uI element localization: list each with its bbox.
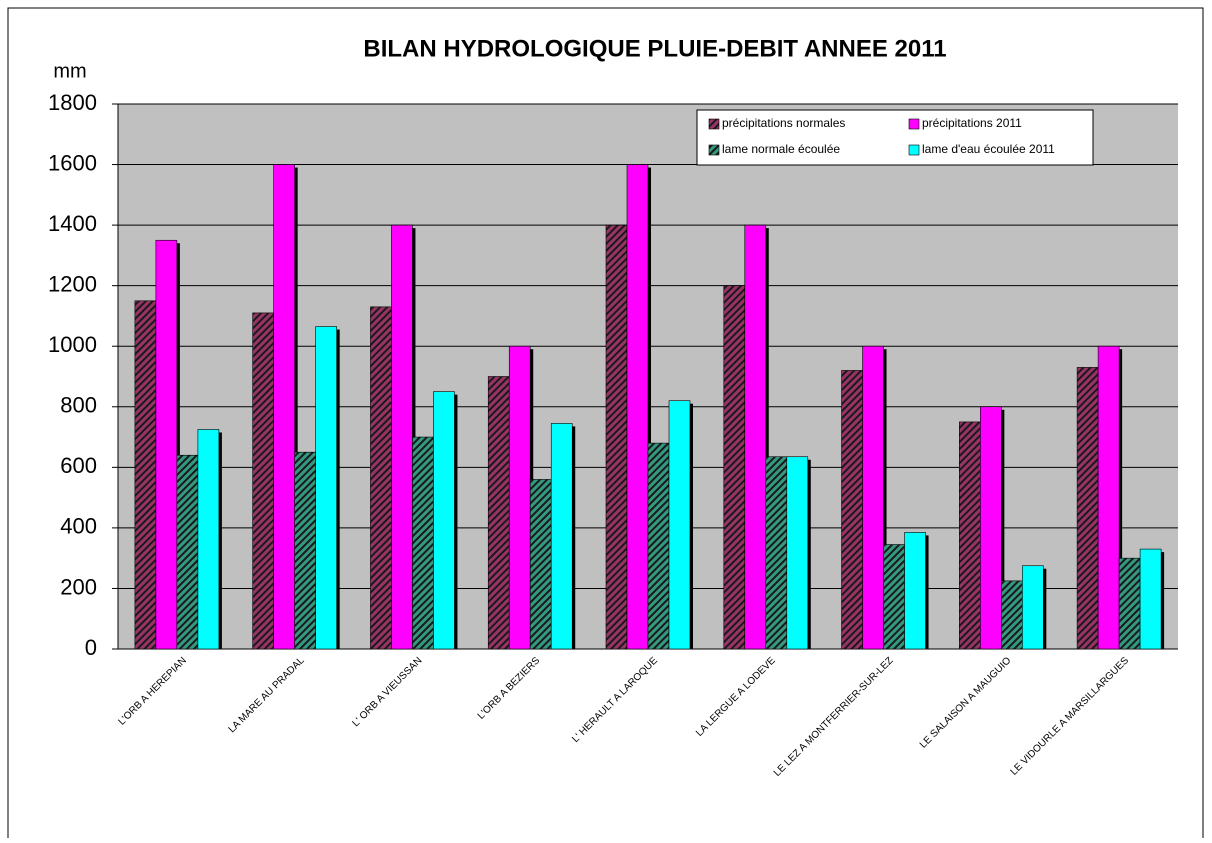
legend-swatch bbox=[708, 118, 720, 130]
frame bbox=[7, 7, 1204, 843]
y-tick-label: 600 bbox=[60, 453, 97, 478]
legend-swatch bbox=[708, 144, 720, 156]
chart-title: BILAN HYDROLOGIQUE PLUIE-DEBIT ANNEE 201… bbox=[363, 35, 946, 62]
bar bbox=[134, 300, 157, 650]
bar bbox=[1022, 565, 1044, 650]
bar bbox=[315, 326, 337, 650]
bar bbox=[723, 285, 746, 650]
y-tick-label: 1400 bbox=[48, 211, 97, 236]
bar bbox=[155, 239, 178, 650]
x-tick-label: L'ORB A HEREPIAN bbox=[116, 655, 188, 727]
legend-label: précipitations normales bbox=[722, 116, 845, 130]
y-tick-label: 800 bbox=[60, 393, 97, 418]
legend-label: précipitations 2011 bbox=[922, 116, 1022, 130]
y-tick-label: 1600 bbox=[48, 150, 97, 175]
bar bbox=[197, 429, 220, 650]
bar bbox=[412, 436, 434, 650]
x-tick-label: L'ORB A BEZIERS bbox=[476, 655, 543, 722]
bar bbox=[765, 456, 788, 650]
y-tick-label: 400 bbox=[60, 514, 97, 539]
x-tick-label: LE LEZ A MONTFERRIER-SUR-LEZ bbox=[772, 655, 896, 779]
bar bbox=[668, 400, 691, 650]
bar bbox=[959, 421, 981, 650]
y-tick-label: 1000 bbox=[48, 332, 97, 357]
x-tick-label: LE VIDOURLE A MARSILLARGUES bbox=[1009, 655, 1132, 778]
x-tick-label: LA LERGUE A LODEVE bbox=[694, 655, 778, 739]
x-tick-label: LA MARE AU PRADAL bbox=[227, 655, 307, 735]
legend-label: lame d'eau écoulée 2011 bbox=[922, 142, 1055, 156]
bar bbox=[1097, 345, 1120, 650]
bar bbox=[626, 164, 649, 650]
y-tick-label: 200 bbox=[60, 574, 97, 599]
x-tick-label: L' HERAULT A LAROQUE bbox=[570, 655, 660, 745]
bar bbox=[904, 532, 926, 650]
bar bbox=[252, 312, 274, 650]
x-tick-label: LE SALAISON A MAUGUIO bbox=[918, 655, 1014, 751]
bar bbox=[391, 224, 413, 650]
bar bbox=[273, 164, 295, 650]
y-axis-label: mm bbox=[53, 60, 86, 82]
bar bbox=[550, 423, 573, 650]
bar bbox=[294, 451, 316, 650]
x-tick-label: L' ORB A VIEUSSAN bbox=[350, 655, 424, 729]
bar bbox=[883, 544, 905, 650]
bar bbox=[841, 370, 863, 650]
bar bbox=[176, 454, 199, 650]
legend-swatch bbox=[908, 118, 920, 130]
bar bbox=[1118, 557, 1141, 650]
bar bbox=[1139, 548, 1162, 650]
legend-label: lame normale écoulée bbox=[722, 142, 840, 156]
bar bbox=[370, 306, 392, 650]
bar bbox=[529, 479, 552, 650]
bar bbox=[487, 376, 510, 650]
bar bbox=[744, 224, 767, 650]
bar bbox=[1076, 367, 1099, 650]
y-tick-label: 0 bbox=[85, 635, 97, 660]
y-tick-label: 1800 bbox=[48, 90, 97, 115]
bar bbox=[605, 224, 628, 650]
y-tick-label: 1200 bbox=[48, 271, 97, 296]
bar bbox=[786, 456, 809, 650]
legend-swatch bbox=[908, 144, 920, 156]
bar bbox=[1001, 580, 1023, 650]
bar bbox=[862, 345, 884, 650]
legend bbox=[696, 109, 1094, 166]
bar bbox=[647, 442, 670, 650]
bar bbox=[508, 345, 531, 650]
bar bbox=[433, 391, 455, 650]
bar bbox=[980, 406, 1002, 650]
